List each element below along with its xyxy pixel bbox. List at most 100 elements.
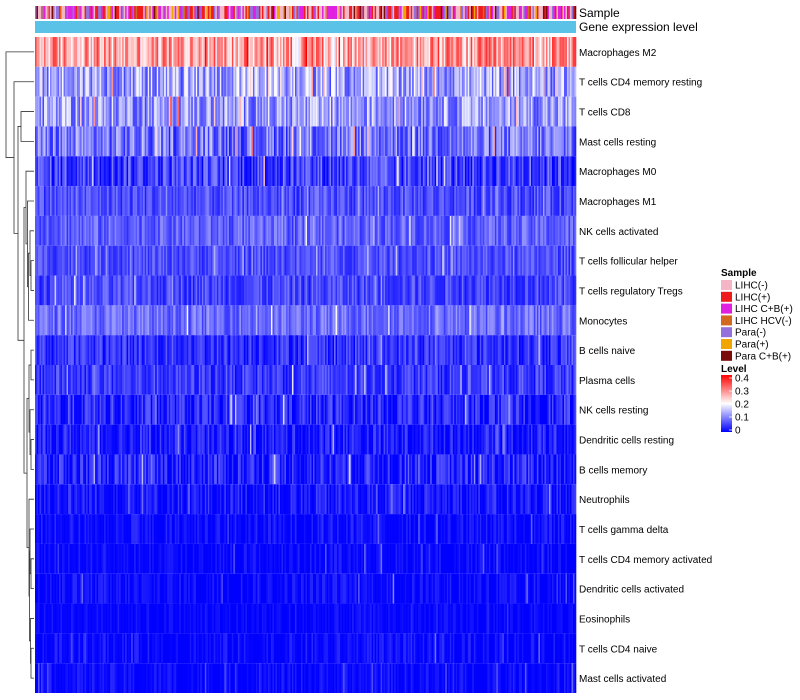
heatmap-cell (242, 37, 245, 67)
heatmap-cell (556, 335, 559, 365)
heatmap-cell (36, 126, 39, 157)
heatmap-cell (511, 186, 514, 216)
heatmap-cell (203, 305, 206, 336)
heatmap-cell (548, 66, 551, 97)
heatmap-cell (290, 305, 293, 336)
heatmap-cell (119, 66, 121, 97)
heatmap-cell (440, 96, 443, 127)
heatmap-cell (485, 186, 488, 216)
heatmap-cell (476, 186, 479, 216)
heatmap-cell (406, 335, 408, 365)
heatmap-cell (56, 66, 58, 97)
heatmap-cell (134, 305, 136, 336)
heatmap-cell (261, 394, 264, 425)
heatmap-cell (183, 365, 186, 395)
heatmap-cell (361, 66, 363, 97)
heatmap-cell (249, 66, 252, 97)
heatmap-cell (198, 37, 201, 67)
heatmap-cell (59, 186, 61, 216)
heatmap-cell (335, 126, 338, 157)
heatmap-cell (497, 96, 500, 127)
heatmap-cell (532, 126, 535, 157)
sample-cell (395, 6, 398, 19)
heatmap-cell (44, 275, 46, 306)
heatmap-cell (234, 335, 237, 365)
heatmap-cell (392, 335, 395, 365)
heatmap-cell (461, 275, 464, 306)
heatmap-cell (210, 186, 213, 216)
heatmap-cell (442, 335, 445, 365)
heatmap-cell (551, 66, 554, 97)
heatmap-cell (74, 275, 76, 306)
heatmap-cell (104, 365, 106, 395)
heatmap-cell (48, 186, 51, 216)
heatmap-cell (367, 156, 369, 187)
heatmap-cell (213, 305, 216, 336)
heatmap-cell (74, 394, 76, 425)
heatmap-cell (297, 275, 300, 306)
heatmap-cell (469, 156, 472, 187)
heatmap-cell (464, 365, 467, 395)
heatmap-cell (442, 305, 445, 336)
heatmap-cell (276, 156, 279, 187)
heatmap-cell (68, 305, 70, 336)
heatmap-cell (503, 37, 506, 67)
heatmap-cell (316, 305, 318, 336)
heatmap-cell (192, 186, 195, 216)
heatmap-cell (358, 66, 360, 97)
heatmap-cell (254, 126, 257, 157)
heatmap-cell (293, 394, 296, 425)
heatmap-cell (41, 335, 43, 365)
heatmap-cell (491, 365, 494, 395)
heatmap-cell (60, 96, 63, 127)
heatmap-cell (346, 365, 348, 395)
sample-cell (78, 6, 81, 19)
heatmap-cell (352, 126, 354, 157)
heatmap-cell (305, 275, 308, 306)
heatmap-cell (439, 215, 442, 246)
heatmap-cell (367, 126, 369, 157)
heatmap-cell (165, 275, 168, 306)
heatmap-cell (419, 275, 422, 306)
heatmap-cell (185, 186, 188, 216)
heatmap-cell (224, 305, 227, 336)
heatmap-cell (191, 335, 194, 365)
heatmap-cell (400, 96, 402, 127)
heatmap-cell (233, 365, 236, 395)
heatmap-cell (478, 365, 481, 395)
heatmap-cell (71, 66, 73, 97)
heatmap-cell (182, 305, 185, 336)
heatmap-cell (502, 275, 505, 306)
heatmap-cell (512, 37, 515, 67)
heatmap-cell (116, 245, 118, 276)
heatmap-cell (198, 335, 201, 365)
heatmap-cell (467, 305, 470, 336)
heatmap-cell (512, 335, 515, 365)
heatmap-cell (451, 156, 454, 187)
sample-cell (325, 6, 327, 19)
heatmap-cell (467, 37, 470, 67)
heatmap-cell (234, 37, 237, 67)
heatmap-cell (66, 305, 69, 336)
heatmap-cell (392, 275, 395, 306)
heatmap-cell (553, 365, 556, 395)
heatmap-cell (317, 126, 320, 157)
heatmap-cell (48, 305, 51, 336)
heatmap-cell (539, 335, 542, 365)
heatmap-cell (374, 37, 377, 67)
heatmap-cell (177, 335, 180, 365)
heatmap-cell (472, 96, 475, 127)
heatmap-cell (320, 96, 323, 127)
heatmap-cell (42, 186, 45, 216)
sample-cell (164, 6, 167, 19)
heatmap-cell (38, 245, 40, 276)
heatmap-cell (161, 365, 164, 395)
heatmap-cell (448, 37, 451, 67)
heatmap-cell (556, 215, 559, 246)
heatmap-cell (96, 245, 99, 276)
heatmap-cell (99, 126, 102, 157)
heatmap-cell (216, 365, 219, 395)
heatmap-cell (159, 156, 162, 187)
heatmap-cell (156, 365, 159, 395)
heatmap-cell (359, 215, 362, 246)
